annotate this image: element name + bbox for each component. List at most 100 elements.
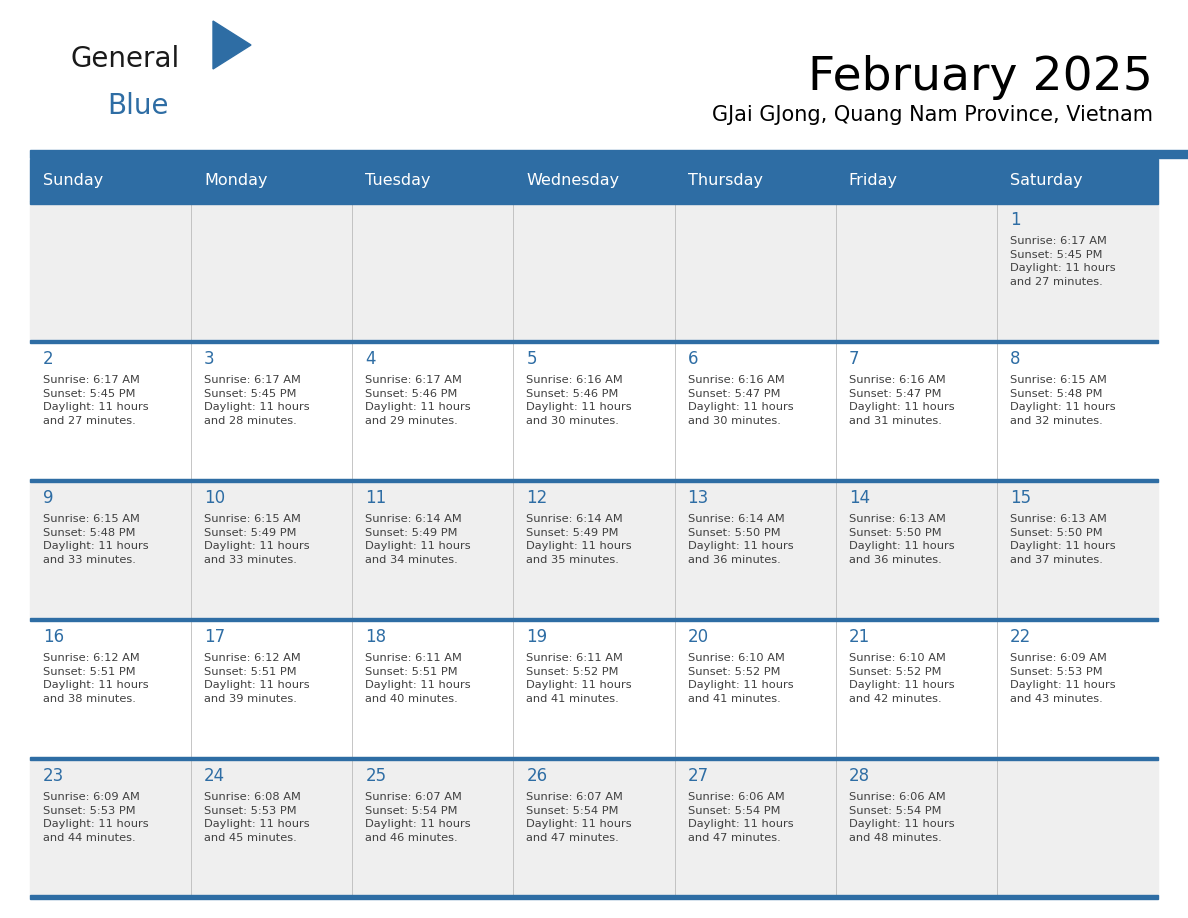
Text: 10: 10: [204, 489, 226, 507]
Text: 12: 12: [526, 489, 548, 507]
Text: Wednesday: Wednesday: [526, 173, 620, 187]
Text: Sunrise: 6:17 AM
Sunset: 5:45 PM
Daylight: 11 hours
and 27 minutes.: Sunrise: 6:17 AM Sunset: 5:45 PM Dayligh…: [1010, 236, 1116, 286]
Bar: [997, 618, 1158, 757]
Text: Sunrise: 6:06 AM
Sunset: 5:54 PM
Daylight: 11 hours
and 47 minutes.: Sunrise: 6:06 AM Sunset: 5:54 PM Dayligh…: [688, 792, 794, 843]
Text: Sunday: Sunday: [43, 173, 103, 187]
Text: 1: 1: [1010, 211, 1020, 229]
Text: 3: 3: [204, 350, 215, 368]
Point: [506, 196, 520, 207]
Bar: [30, 159, 191, 201]
Text: 6: 6: [688, 350, 699, 368]
Bar: [191, 159, 353, 201]
Bar: [675, 618, 835, 757]
Text: Sunrise: 6:07 AM
Sunset: 5:54 PM
Daylight: 11 hours
and 47 minutes.: Sunrise: 6:07 AM Sunset: 5:54 PM Dayligh…: [526, 792, 632, 843]
Text: Sunrise: 6:16 AM
Sunset: 5:46 PM
Daylight: 11 hours
and 30 minutes.: Sunrise: 6:16 AM Sunset: 5:46 PM Dayligh…: [526, 375, 632, 426]
Text: Sunrise: 6:09 AM
Sunset: 5:53 PM
Daylight: 11 hours
and 43 minutes.: Sunrise: 6:09 AM Sunset: 5:53 PM Dayligh…: [1010, 653, 1116, 704]
Text: Sunrise: 6:15 AM
Sunset: 5:48 PM
Daylight: 11 hours
and 33 minutes.: Sunrise: 6:15 AM Sunset: 5:48 PM Dayligh…: [43, 514, 148, 565]
Text: Monday: Monday: [204, 173, 267, 187]
Bar: [353, 757, 513, 896]
Text: February 2025: February 2025: [808, 55, 1154, 100]
Text: 24: 24: [204, 767, 226, 785]
Bar: [30, 756, 1158, 760]
Text: Sunrise: 6:17 AM
Sunset: 5:46 PM
Daylight: 11 hours
and 29 minutes.: Sunrise: 6:17 AM Sunset: 5:46 PM Dayligh…: [365, 375, 470, 426]
Point: [346, 196, 360, 207]
Text: 21: 21: [848, 628, 870, 646]
Text: Tuesday: Tuesday: [365, 173, 431, 187]
Text: Sunrise: 6:12 AM
Sunset: 5:51 PM
Daylight: 11 hours
and 38 minutes.: Sunrise: 6:12 AM Sunset: 5:51 PM Dayligh…: [43, 653, 148, 704]
Text: Friday: Friday: [848, 173, 898, 187]
Bar: [513, 757, 675, 896]
Text: Sunrise: 6:13 AM
Sunset: 5:50 PM
Daylight: 11 hours
and 36 minutes.: Sunrise: 6:13 AM Sunset: 5:50 PM Dayligh…: [848, 514, 954, 565]
Text: 22: 22: [1010, 628, 1031, 646]
Bar: [30, 201, 191, 340]
Text: Sunrise: 6:14 AM
Sunset: 5:49 PM
Daylight: 11 hours
and 34 minutes.: Sunrise: 6:14 AM Sunset: 5:49 PM Dayligh…: [365, 514, 470, 565]
Bar: [191, 201, 353, 340]
Bar: [353, 479, 513, 618]
Bar: [30, 618, 191, 757]
Text: GJai GJong, Quang Nam Province, Vietnam: GJai GJong, Quang Nam Province, Vietnam: [712, 105, 1154, 125]
Text: 26: 26: [526, 767, 548, 785]
Point: [184, 196, 198, 207]
Text: General: General: [70, 45, 179, 73]
Bar: [191, 479, 353, 618]
Bar: [835, 757, 997, 896]
Text: Sunrise: 6:15 AM
Sunset: 5:48 PM
Daylight: 11 hours
and 32 minutes.: Sunrise: 6:15 AM Sunset: 5:48 PM Dayligh…: [1010, 375, 1116, 426]
Text: Sunrise: 6:12 AM
Sunset: 5:51 PM
Daylight: 11 hours
and 39 minutes.: Sunrise: 6:12 AM Sunset: 5:51 PM Dayligh…: [204, 653, 310, 704]
Bar: [675, 479, 835, 618]
Point: [184, 890, 198, 901]
Bar: [353, 618, 513, 757]
Polygon shape: [213, 21, 251, 69]
Text: 27: 27: [688, 767, 709, 785]
Bar: [30, 479, 191, 618]
Text: Sunrise: 6:14 AM
Sunset: 5:49 PM
Daylight: 11 hours
and 35 minutes.: Sunrise: 6:14 AM Sunset: 5:49 PM Dayligh…: [526, 514, 632, 565]
Text: 20: 20: [688, 628, 709, 646]
Bar: [353, 159, 513, 201]
Text: 28: 28: [848, 767, 870, 785]
Point: [506, 890, 520, 901]
Bar: [30, 757, 191, 896]
Bar: [513, 618, 675, 757]
Text: Sunrise: 6:17 AM
Sunset: 5:45 PM
Daylight: 11 hours
and 27 minutes.: Sunrise: 6:17 AM Sunset: 5:45 PM Dayligh…: [43, 375, 148, 426]
Bar: [675, 757, 835, 896]
Text: 16: 16: [43, 628, 64, 646]
Point: [828, 890, 842, 901]
Bar: [513, 479, 675, 618]
Bar: [675, 340, 835, 479]
Bar: [30, 895, 1158, 899]
Text: Sunrise: 6:10 AM
Sunset: 5:52 PM
Daylight: 11 hours
and 41 minutes.: Sunrise: 6:10 AM Sunset: 5:52 PM Dayligh…: [688, 653, 794, 704]
Text: 19: 19: [526, 628, 548, 646]
Bar: [997, 201, 1158, 340]
Point: [668, 890, 682, 901]
Text: 18: 18: [365, 628, 386, 646]
Bar: [30, 201, 1158, 204]
Bar: [191, 340, 353, 479]
Text: 25: 25: [365, 767, 386, 785]
Text: 2: 2: [43, 350, 53, 368]
Text: Sunrise: 6:15 AM
Sunset: 5:49 PM
Daylight: 11 hours
and 33 minutes.: Sunrise: 6:15 AM Sunset: 5:49 PM Dayligh…: [204, 514, 310, 565]
Text: Sunrise: 6:08 AM
Sunset: 5:53 PM
Daylight: 11 hours
and 45 minutes.: Sunrise: 6:08 AM Sunset: 5:53 PM Dayligh…: [204, 792, 310, 843]
Text: Sunrise: 6:14 AM
Sunset: 5:50 PM
Daylight: 11 hours
and 36 minutes.: Sunrise: 6:14 AM Sunset: 5:50 PM Dayligh…: [688, 514, 794, 565]
Bar: [30, 151, 1188, 158]
Text: 7: 7: [848, 350, 859, 368]
Text: Sunrise: 6:17 AM
Sunset: 5:45 PM
Daylight: 11 hours
and 28 minutes.: Sunrise: 6:17 AM Sunset: 5:45 PM Dayligh…: [204, 375, 310, 426]
Text: Saturday: Saturday: [1010, 173, 1082, 187]
Bar: [513, 201, 675, 340]
Text: Sunrise: 6:10 AM
Sunset: 5:52 PM
Daylight: 11 hours
and 42 minutes.: Sunrise: 6:10 AM Sunset: 5:52 PM Dayligh…: [848, 653, 954, 704]
Text: 14: 14: [848, 489, 870, 507]
Point: [828, 196, 842, 207]
Point: [346, 890, 360, 901]
Bar: [191, 618, 353, 757]
Bar: [513, 159, 675, 201]
Text: 4: 4: [365, 350, 375, 368]
Bar: [191, 757, 353, 896]
Point: [990, 196, 1004, 207]
Text: Sunrise: 6:09 AM
Sunset: 5:53 PM
Daylight: 11 hours
and 44 minutes.: Sunrise: 6:09 AM Sunset: 5:53 PM Dayligh…: [43, 792, 148, 843]
Text: Sunrise: 6:11 AM
Sunset: 5:52 PM
Daylight: 11 hours
and 41 minutes.: Sunrise: 6:11 AM Sunset: 5:52 PM Dayligh…: [526, 653, 632, 704]
Text: Sunrise: 6:16 AM
Sunset: 5:47 PM
Daylight: 11 hours
and 31 minutes.: Sunrise: 6:16 AM Sunset: 5:47 PM Dayligh…: [848, 375, 954, 426]
Text: Sunrise: 6:11 AM
Sunset: 5:51 PM
Daylight: 11 hours
and 40 minutes.: Sunrise: 6:11 AM Sunset: 5:51 PM Dayligh…: [365, 653, 470, 704]
Text: Sunrise: 6:16 AM
Sunset: 5:47 PM
Daylight: 11 hours
and 30 minutes.: Sunrise: 6:16 AM Sunset: 5:47 PM Dayligh…: [688, 375, 794, 426]
Bar: [835, 479, 997, 618]
Bar: [835, 340, 997, 479]
Text: Sunrise: 6:13 AM
Sunset: 5:50 PM
Daylight: 11 hours
and 37 minutes.: Sunrise: 6:13 AM Sunset: 5:50 PM Dayligh…: [1010, 514, 1116, 565]
Bar: [30, 479, 1158, 482]
